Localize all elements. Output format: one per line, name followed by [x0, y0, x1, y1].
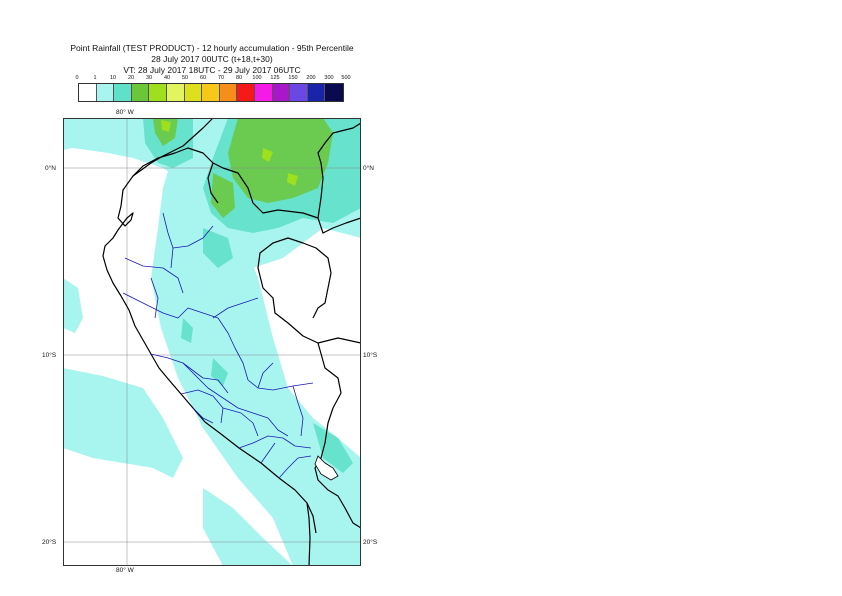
legend-label: 500	[341, 75, 351, 81]
legend-label: 200	[306, 75, 316, 81]
legend-label: 80	[235, 75, 243, 81]
map-frame	[63, 118, 361, 566]
lon-label-top: 80° W	[116, 109, 134, 116]
legend-label: 150	[288, 75, 298, 81]
lon-label-bottom: 80° W	[116, 567, 134, 574]
legend-label: 60	[199, 75, 207, 81]
legend-swatch	[237, 84, 255, 101]
legend-swatch	[290, 84, 308, 101]
legend-label: 50	[181, 75, 189, 81]
legend-swatch	[202, 84, 220, 101]
lat-label-left: 0°N	[45, 165, 56, 172]
rainfall-map	[63, 118, 361, 566]
color-legend	[78, 83, 344, 102]
map-title: Point Rainfall (TEST PRODUCT) - 12 hourl…	[70, 43, 354, 53]
legend-swatch	[149, 84, 167, 101]
legend-swatch	[254, 84, 273, 101]
legend-swatch	[79, 84, 97, 101]
legend-label: 10	[109, 75, 117, 81]
rain-field-green	[153, 118, 333, 218]
rain-field-yellow-green	[161, 120, 298, 186]
legend-labels: 0 1 10 20 30 40 50 60 70 80 100 125 150 …	[70, 75, 360, 84]
legend-label: 0	[75, 75, 79, 81]
legend-swatch	[166, 84, 185, 101]
legend-swatch	[272, 84, 291, 101]
coastline-borders	[102, 118, 361, 566]
lat-label-left: 10°S	[42, 352, 57, 359]
legend-label: 40	[163, 75, 171, 81]
graticule	[63, 118, 361, 566]
legend-label: 300	[324, 75, 334, 81]
legend-label: 100	[252, 75, 262, 81]
validity-time: VT: 28 July 2017 18UTC - 29 July 2017 06…	[123, 65, 301, 75]
lat-label-right: 0°N	[363, 165, 374, 172]
legend-swatch	[184, 84, 203, 101]
legend-label: 125	[270, 75, 280, 81]
legend-swatch	[114, 84, 132, 101]
legend-label: 1	[93, 75, 97, 81]
legend-swatch	[307, 84, 326, 101]
legend-swatch	[96, 84, 115, 101]
lake-titicaca	[314, 455, 339, 481]
legend-swatch	[131, 84, 150, 101]
legend-label: 30	[145, 75, 153, 81]
legend-swatch	[219, 84, 238, 101]
run-time: 28 July 2017 00UTC (t+18,t+30)	[151, 54, 273, 64]
legend-label: 70	[217, 75, 225, 81]
lat-label-left: 20°S	[42, 539, 57, 546]
legend-label: 20	[127, 75, 135, 81]
legend-swatch	[325, 84, 343, 101]
admin-boundaries	[122, 212, 314, 479]
lat-label-right: 20°S	[363, 539, 378, 546]
lat-label-right: 10°S	[363, 352, 378, 359]
